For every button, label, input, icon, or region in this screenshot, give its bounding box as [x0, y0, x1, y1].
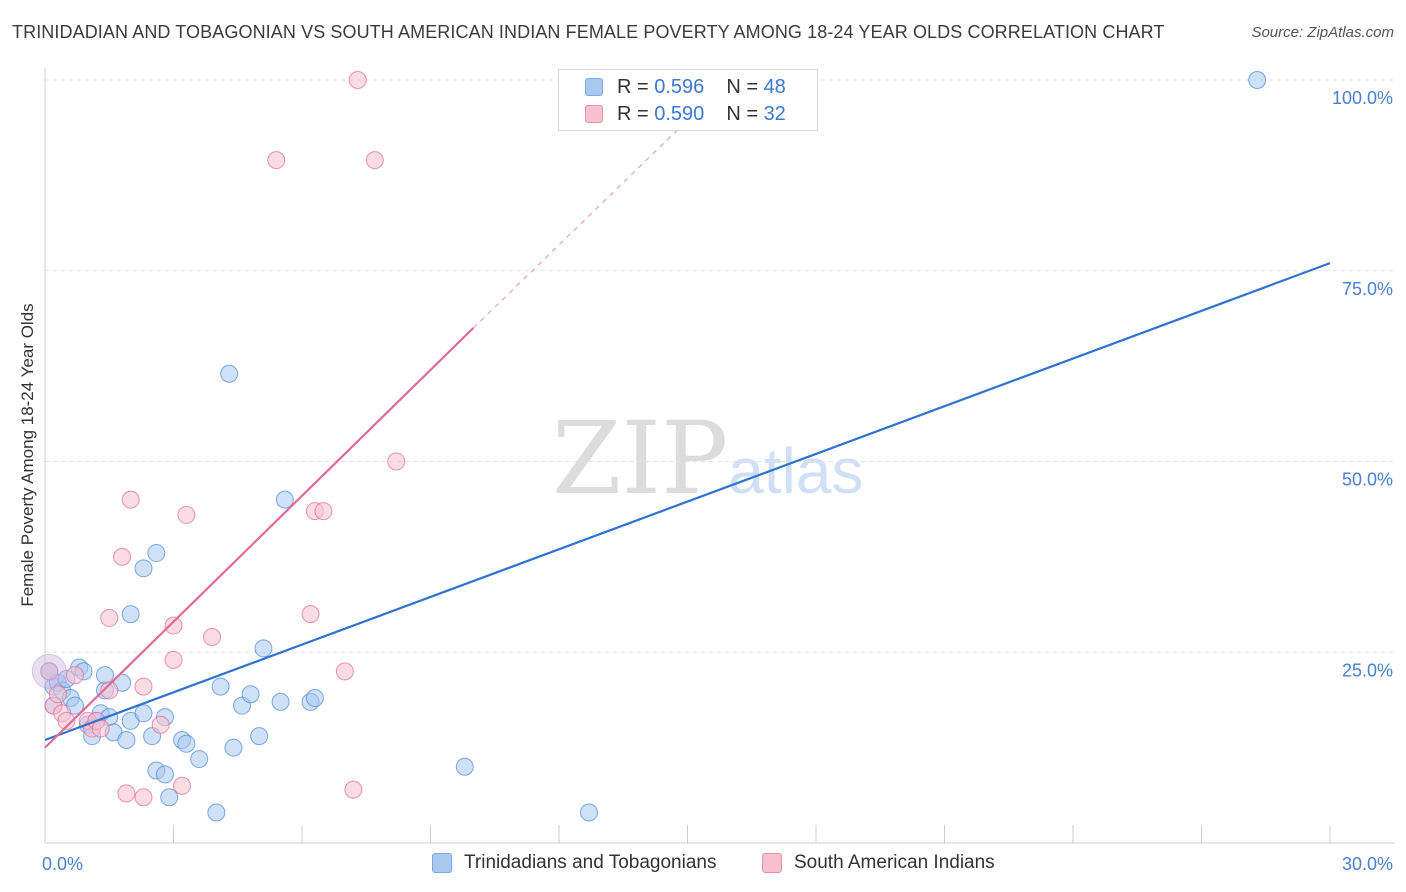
legend-swatch-trinidadian: [585, 78, 603, 96]
point-trinidadian: [134, 559, 153, 578]
point-trinidadian: [241, 685, 260, 704]
legend-row-trinidadian: R = 0.596 N = 48: [585, 74, 786, 100]
series-swatch-trinidadian: [432, 853, 452, 873]
series-legend-trinidadian: Trinidadians and Tobagonians: [432, 852, 716, 874]
legend-n-value: 48: [763, 75, 786, 98]
series-swatch-south-american: [762, 853, 782, 873]
point-south-american: [173, 776, 192, 795]
trend-line-south-american: [44, 327, 475, 749]
trend-line-trinidadian: [44, 262, 1331, 742]
y-axis-label: Female Poverty Among 18-24 Year Olds: [18, 303, 37, 606]
point-south-american: [203, 627, 222, 646]
point-south-american: [344, 780, 363, 799]
point-trinidadian: [305, 689, 324, 708]
point-trinidadian: [254, 639, 273, 658]
point-south-american: [121, 490, 140, 509]
point-south-american: [335, 662, 354, 681]
point-trinidadian: [207, 803, 226, 822]
point-trinidadian: [117, 730, 136, 749]
legend-r-label: R =: [617, 75, 649, 98]
legend-n-value: 32: [763, 102, 786, 125]
point-trinidadian: [95, 666, 114, 685]
series-label-trinidadian: Trinidadians and Tobagonians: [464, 852, 717, 873]
point-south-american: [100, 681, 119, 700]
point-south-american: [134, 677, 153, 696]
point-cluster-overlap: [31, 653, 67, 689]
point-south-american: [40, 662, 59, 681]
point-trinidadian: [271, 692, 290, 711]
point-south-american: [65, 666, 84, 685]
chart-title: TRINIDADIAN AND TOBAGONIAN VS SOUTH AMER…: [12, 22, 1165, 42]
series-label-south-american: South American Indians: [794, 852, 995, 873]
point-south-american: [134, 788, 153, 807]
point-south-american: [177, 505, 196, 524]
point-south-american: [365, 151, 384, 170]
point-south-american: [301, 605, 320, 624]
point-trinidadian: [134, 704, 153, 723]
point-south-american: [57, 711, 76, 730]
point-trinidadian: [177, 734, 196, 753]
y-tick-label: 25.0%: [1342, 660, 1393, 680]
source-label: Source: ZipAtlas.com: [1251, 24, 1394, 41]
y-tick-label: 100.0%: [1332, 88, 1393, 108]
point-south-american: [151, 715, 170, 734]
legend-r-label: R =: [617, 102, 649, 125]
point-south-american: [100, 608, 119, 627]
point-trinidadian: [211, 677, 230, 696]
point-trinidadian: [275, 490, 294, 509]
legend-n-label: N =: [726, 75, 758, 98]
legend-row-south-american: R = 0.590 N = 32: [585, 101, 786, 127]
legend-swatch-south-american: [585, 105, 603, 123]
point-trinidadian: [155, 765, 174, 784]
y-tick-label: 75.0%: [1342, 279, 1393, 299]
point-south-american: [164, 616, 183, 635]
point-south-american: [314, 502, 333, 521]
point-trinidadian: [224, 738, 243, 757]
point-south-american: [113, 547, 132, 566]
x-tick-label: 0.0%: [42, 854, 83, 874]
point-trinidadian: [147, 544, 166, 563]
point-south-american: [164, 650, 183, 669]
point-trinidadian: [190, 750, 209, 769]
watermark-atlas: atlas: [728, 435, 864, 507]
point-trinidadian: [250, 727, 269, 746]
legend-r-value: 0.596: [654, 75, 705, 98]
point-south-american: [387, 452, 406, 471]
series-legend-south-american: South American Indians: [762, 852, 995, 874]
x-tick-label: 30.0%: [1342, 854, 1393, 874]
point-south-american: [267, 151, 286, 170]
y-tick-label: 50.0%: [1342, 470, 1393, 490]
stats-legend: R = 0.596 N = 48 R = 0.590 N = 32: [558, 69, 818, 131]
point-trinidadian: [121, 605, 140, 624]
legend-r-value: 0.590: [654, 102, 705, 125]
series-legend: Trinidadians and Tobagonians South Ameri…: [0, 852, 1406, 878]
point-trinidadian: [1248, 71, 1267, 89]
legend-n-label: N =: [726, 102, 758, 125]
point-south-american: [348, 71, 367, 89]
point-trinidadian: [220, 364, 239, 383]
point-trinidadian: [579, 803, 598, 822]
point-trinidadian: [160, 788, 179, 807]
point-trinidadian: [455, 757, 474, 776]
point-south-american: [117, 784, 136, 803]
